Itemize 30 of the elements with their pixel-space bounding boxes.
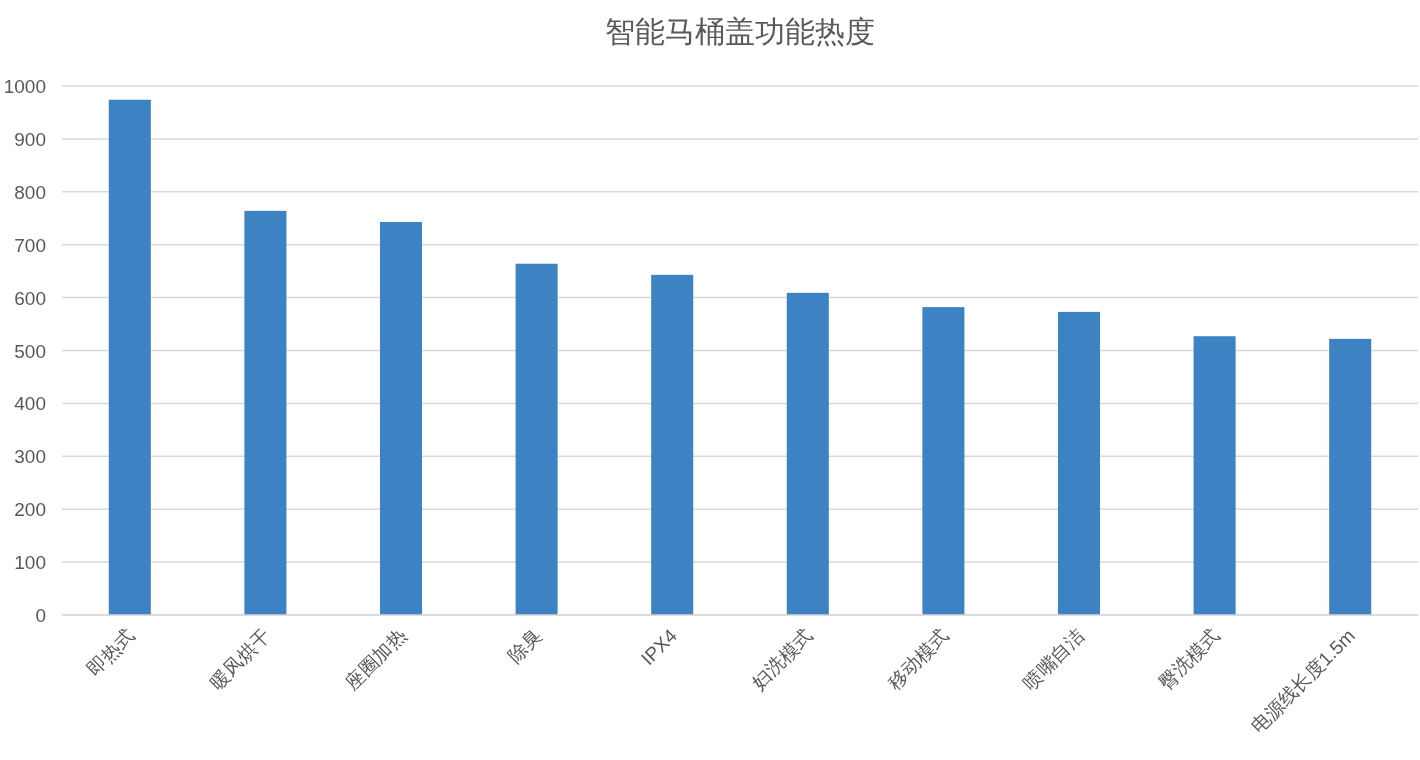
bar — [786, 292, 829, 615]
y-tick-label: 200 — [14, 499, 46, 521]
bar — [244, 210, 287, 615]
y-tick-label: 0 — [35, 605, 46, 626]
x-tick-label: 喷嘴自洁 — [1019, 624, 1088, 694]
y-tick-label: 1000 — [3, 76, 46, 97]
x-tick-label: 座圈加热 — [341, 624, 410, 694]
y-tick-label: 700 — [14, 234, 46, 256]
bar — [1193, 336, 1236, 615]
bar — [515, 263, 558, 615]
y-tick-label: 800 — [14, 181, 46, 203]
y-tick-label: 100 — [14, 552, 46, 574]
bar — [651, 274, 694, 615]
bar — [1057, 311, 1101, 615]
x-tick-label: 暖风烘干 — [205, 624, 275, 694]
y-tick-label: 900 — [14, 128, 46, 150]
x-tick-label: 臀洗模式 — [1154, 624, 1224, 694]
x-tick-label: 除臭 — [503, 624, 546, 667]
y-tick-label: 600 — [14, 287, 46, 309]
bar — [922, 307, 965, 615]
bar — [108, 99, 151, 615]
bar — [379, 221, 423, 615]
x-tick-label: 移动模式 — [883, 624, 953, 694]
y-tick-label: 400 — [14, 393, 46, 415]
bar — [1329, 338, 1372, 615]
y-tick-label: 500 — [14, 340, 46, 362]
x-tick-label: 妇洗模式 — [748, 624, 817, 694]
x-tick-label: 即热式 — [83, 624, 139, 681]
y-tick-label: 300 — [14, 446, 46, 468]
chart-title: 智能马桶盖功能热度 — [605, 15, 875, 48]
